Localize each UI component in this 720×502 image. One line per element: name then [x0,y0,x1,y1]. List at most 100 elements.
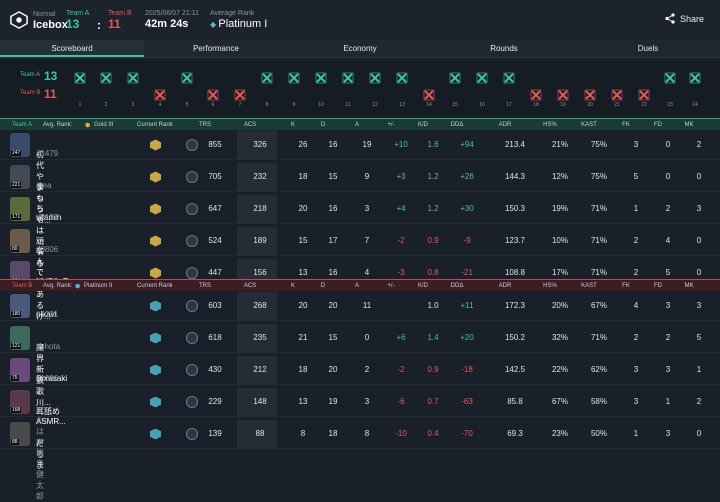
col-fk[interactable]: FK [622,122,630,128]
col-fd[interactable]: FD [654,283,662,289]
col-pm[interactable]: +/- [387,283,395,289]
round-result-icon[interactable] [530,88,542,101]
player-row[interactable]: 88 だるま #梅島健太郎 139 88 8 18 8 -10 0.4 -70 69.3 23% 50%… [0,420,720,501]
stat-hs: 20% [551,301,568,310]
peak-rank-icon [186,139,198,151]
col-k[interactable]: K [290,122,295,128]
col-k[interactable]: K [290,283,295,289]
tab-performance[interactable]: Performance [193,44,239,53]
round-result-icon[interactable] [342,71,354,84]
round-number: 16 [479,102,485,108]
col-pm[interactable]: +/- [387,122,395,128]
stat-fk: 5 [633,172,639,181]
player-row[interactable]: 168 耳舐めASMR... #おは声 229 148 13 19 3 -6 0.7 -63 85.… [0,388,720,447]
round-result-icon[interactable] [476,71,488,84]
col-dda[interactable]: DDΔ [450,122,464,128]
stat-fk: 2 [633,236,639,245]
col-mk[interactable]: MK [684,283,694,289]
stat-pm: -2 [397,236,405,245]
stat-adr: 144.3 [504,172,526,181]
round-number: 15 [452,102,458,108]
player-row[interactable]: 171 vitamin #2137 647 218 20 16 3 +4 1.2 +30 150.3… [0,195,720,224]
stat-trs: 855 [208,140,222,149]
round-result-icon[interactable] [503,71,515,84]
round-result-icon[interactable] [288,71,300,84]
timeline-team-b-label: Team B [20,90,41,96]
game-mode: Normal [33,11,56,18]
col-hs[interactable]: HS% [543,283,557,289]
stat-k: 18 [298,365,308,374]
player-tag: #1479 [36,149,59,158]
round-result-icon[interactable] [154,88,166,101]
player-row[interactable]: 75 Sorasaki #1026 430 212 18 20 2 -2 0.9 -18 142.5… [0,356,720,385]
stat-mk: 5 [696,333,702,342]
share-button[interactable]: Share [665,13,704,24]
stat-k: 13 [298,268,308,277]
col-fk[interactable]: FK [622,283,630,289]
round-result-icon[interactable] [689,71,701,84]
round-result-icon[interactable] [423,88,435,101]
col-mk[interactable]: MK [684,122,694,128]
col-adr[interactable]: ADR [498,283,512,289]
col-trs[interactable]: TRS [199,122,211,128]
stat-fk: 1 [633,204,639,213]
round-result-icon[interactable] [207,88,219,101]
player-row[interactable]: 180 nikavl #1231 603 268 20 20 11 1.0 +11 172.3 20… [0,292,720,321]
round-result-icon[interactable] [234,88,246,101]
round-result-icon[interactable] [181,71,193,84]
col-kd[interactable]: K/D [417,283,428,289]
col-fd[interactable]: FD [654,122,662,128]
col-kast[interactable]: KAST [581,283,597,289]
round-result-icon[interactable] [611,88,623,101]
round-result-icon[interactable] [127,71,139,84]
stat-kd: 1.2 [427,172,439,181]
player-level: 88 [11,439,19,445]
stat-mk: 2 [696,397,702,406]
col-a[interactable]: A [354,122,359,128]
player-level: 247 [11,150,22,156]
col-acs[interactable]: ACS [243,122,257,128]
tab-duels[interactable]: Duels [637,44,659,53]
round-result-icon[interactable] [396,71,408,84]
round-result-icon[interactable] [100,71,112,84]
col-adr[interactable]: ADR [498,122,512,128]
stat-trs: 618 [208,333,222,342]
stat-hs: 17% [551,268,568,277]
acs-highlight [237,292,277,321]
col-kd[interactable]: K/D [417,122,428,128]
col-d[interactable]: D [320,122,326,128]
round-result-icon[interactable] [557,88,569,101]
col-dda[interactable]: DDΔ [450,283,464,289]
col-kast[interactable]: KAST [581,122,597,128]
round-result-icon[interactable] [369,71,381,84]
col-acs[interactable]: ACS [243,283,257,289]
round-result-icon[interactable] [584,88,596,101]
round-result-icon[interactable] [664,71,676,84]
round-result-icon[interactable] [638,88,650,101]
peak-rank-icon [186,332,198,344]
round-result-icon[interactable] [315,71,327,84]
col-hs[interactable]: HS% [543,122,557,128]
round-result-icon[interactable] [261,71,273,84]
current-rank-icon [150,396,161,408]
player-row[interactable]: 121 魔界新鉄歌川... #shota 618 235 21 15 0 +6 1.4 +20 15… [0,324,720,407]
stat-mk: 0 [696,429,702,438]
player-row[interactable]: 221 まっちゃは頑張る #tea 705 232 18 15 9 +3 1.2 +26 144.3… [0,163,720,268]
stat-kast: 71% [590,236,607,245]
round-number: 13 [399,102,405,108]
tab-scoreboard[interactable]: Scoreboard [0,40,144,57]
round-result-icon[interactable] [449,71,461,84]
col-trs[interactable]: TRS [199,283,211,289]
player-row[interactable]: 247 初代やまもっち... #1479 855 326 26 16 19 +10 1.6 +94… [0,131,720,225]
tab-rounds[interactable]: Rounds [490,44,518,53]
round-result-icon[interactable] [74,71,86,84]
stat-adr: 172.3 [504,301,526,310]
stat-hs: 19% [551,204,568,213]
round-number: 14 [426,102,432,108]
player-row[interactable]: 80なんでもあるけ... #080652418915177-20.9-9123.… [0,227,720,321]
player-tag: #梅島健太郎 [36,438,44,501]
acs-highlight [237,163,277,192]
tab-economy[interactable]: Economy [343,44,377,53]
col-a[interactable]: A [354,283,359,289]
col-d[interactable]: D [320,283,326,289]
